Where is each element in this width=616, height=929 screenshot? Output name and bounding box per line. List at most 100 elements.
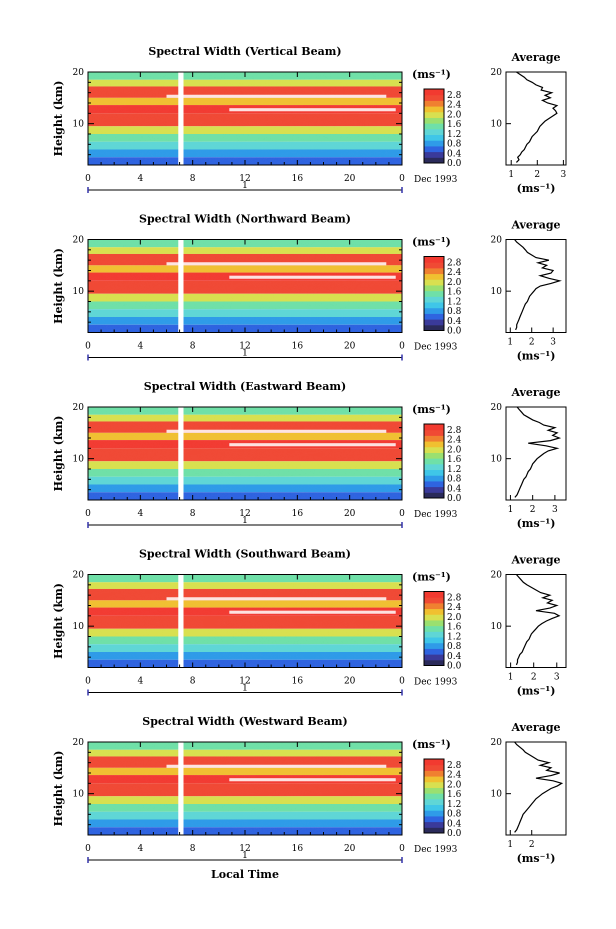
average-y-tick-label: 10 [491, 287, 503, 297]
x-tick-label: 20 [344, 677, 356, 687]
colorbar-segment [424, 637, 444, 644]
average-x-tick-label: 1 [508, 505, 514, 515]
colorbar-segment [424, 134, 444, 141]
y-tick-label: 10 [73, 455, 85, 465]
colorbar-segment [424, 659, 444, 666]
x-tick-label: 0 [85, 174, 91, 184]
heatmap-band [88, 588, 402, 601]
y-tick-label: 10 [73, 120, 85, 130]
colorbar-segment [424, 273, 444, 280]
average-x-label: (ms⁻¹) [517, 852, 556, 865]
x-tick-label: 0 [399, 174, 405, 184]
heatmap-band [88, 317, 402, 325]
x-tick-label: 4 [137, 677, 143, 687]
average-title: Average [510, 721, 560, 734]
colorbar-segment [424, 290, 444, 297]
average-x-tick-label: 1 [508, 673, 514, 683]
colorbar-segment [424, 140, 444, 147]
y-tick-label: 20 [73, 571, 85, 581]
x-tick-label: 0 [85, 677, 91, 687]
average-x-tick-label: 1 [507, 338, 513, 348]
colorbar-segment [424, 781, 444, 788]
average-title: Average [510, 386, 560, 399]
average-x-tick-label: 2 [534, 170, 540, 180]
heatmap-title: Spectral Width (Westward Beam) [142, 715, 347, 728]
colorbar-tick-label: 2.8 [447, 426, 462, 436]
heatmap-band [88, 301, 402, 310]
heatmap-band [88, 484, 402, 493]
x-tick-label: 16 [292, 509, 304, 519]
colorbar-segment [424, 759, 444, 766]
x-tick-label: 0 [399, 677, 405, 687]
heatmap-band [88, 414, 402, 422]
colorbar-segment [424, 486, 444, 493]
colorbar-segment [424, 128, 444, 136]
heatmap-data-gap [178, 574, 184, 668]
heatmap-title: Spectral Width (Vertical Beam) [148, 45, 341, 58]
colorbar-tick-label: 0.4 [447, 484, 462, 494]
average-frame [505, 741, 567, 836]
heatmap-data-gap [178, 72, 184, 165]
heatmap-band [88, 247, 402, 254]
date-label: Dec 1993 [414, 678, 458, 688]
colorbar-frame [423, 758, 445, 834]
average-x-label: (ms⁻¹) [517, 182, 556, 195]
colorbar-segment [424, 435, 444, 442]
x-tick-label: 12 [239, 509, 250, 519]
colorbar-segment [424, 631, 444, 638]
heatmap-nodata-layer [166, 764, 387, 768]
colorbar-tick-label: 0.8 [447, 642, 462, 652]
colorbar-segment [424, 296, 444, 303]
colorbar-tick-label: 2.4 [447, 603, 462, 613]
average-y-tick-label: 10 [491, 622, 503, 632]
heatmap-nodata-layer [229, 610, 396, 614]
colorbar-tick-label: 2.0 [447, 613, 462, 623]
heatmap-band [88, 600, 402, 608]
heatmap-title: Spectral Width (Southward Beam) [139, 548, 351, 561]
heatmap-band [88, 756, 402, 768]
average-y-tick-label: 20 [491, 68, 503, 78]
heatmap-nodata-layer [166, 429, 387, 433]
heatmap-band [88, 804, 402, 812]
average-x-tick-label: 3 [561, 170, 567, 180]
colorbar-segment [424, 441, 444, 448]
average-x-tick-label: 2 [529, 840, 535, 850]
average-x-label: (ms⁻¹) [517, 685, 556, 698]
colorbar-segment [424, 619, 444, 627]
average-frame [505, 71, 567, 166]
colorbar-segment [424, 827, 444, 834]
x-tick-label: 16 [292, 677, 304, 687]
average-title: Average [510, 554, 560, 567]
colorbar-tick-label: 2.8 [447, 761, 462, 771]
average-x-tick-label: 3 [554, 673, 560, 683]
heatmap-band [88, 448, 402, 462]
average-y-tick-label: 20 [491, 236, 503, 246]
colorbar-tick-label: 0.0 [447, 327, 462, 337]
heatmap-band [88, 615, 402, 629]
colorbar-segment [424, 821, 444, 828]
colorbar-segment [424, 89, 444, 96]
heatmap-band [88, 628, 402, 637]
y-tick-label: 10 [73, 287, 85, 297]
heatmap-band [88, 253, 402, 266]
y-tick-label: 20 [73, 738, 85, 748]
heatmap-field [88, 742, 402, 835]
average-x-label: (ms⁻¹) [517, 350, 556, 363]
colorbar-unit: (ms⁻¹) [412, 68, 451, 81]
heatmap-band [88, 79, 402, 87]
y-axis-label: Height (km) [52, 751, 65, 827]
colorbar-segment [424, 810, 444, 817]
colorbar-tick-label: 0.4 [447, 149, 462, 159]
panel-1: Spectral Width (Vertical Beam)0 4 8 12 16 20 0… [52, 45, 567, 195]
colorbar-segment [424, 429, 444, 436]
colorbar-segment [424, 302, 444, 309]
colorbar-segment [424, 591, 444, 598]
heatmap-title: Spectral Width (Eastward Beam) [144, 380, 346, 393]
colorbar-frame [423, 256, 445, 331]
heatmap-band [88, 636, 402, 645]
colorbar-segment [424, 804, 444, 811]
colorbar-tick-label: 0.4 [447, 652, 462, 662]
colorbar-tick-label: 1.2 [447, 632, 461, 642]
colorbar-segment [424, 262, 444, 269]
average-profile-line [514, 239, 562, 331]
